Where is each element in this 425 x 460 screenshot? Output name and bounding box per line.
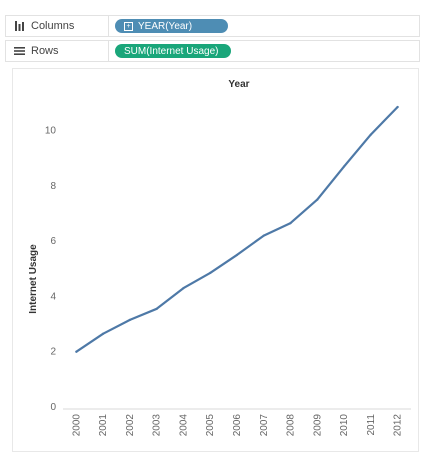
internet-usage-pill-label: SUM(Internet Usage)	[124, 45, 219, 57]
columns-icon	[12, 21, 26, 31]
line-chart: Year Internet Usage 0 2 4 6 8 10 2000 2001 2002 200…	[28, 79, 411, 437]
x-tick-label: 2003	[152, 414, 163, 437]
y-tick-label: 10	[45, 125, 57, 136]
data-point	[235, 253, 239, 257]
y-tick-label: 4	[50, 291, 56, 302]
y-tick-label: 0	[50, 402, 56, 413]
data-point	[209, 271, 212, 274]
data-point	[75, 350, 78, 353]
y-tick-label: 8	[50, 181, 56, 192]
data-point	[102, 332, 105, 335]
x-tick-label: 2009	[312, 414, 323, 437]
data-point	[289, 222, 292, 225]
columns-shelf-label: Columns	[6, 16, 109, 36]
x-tick-label: 2010	[339, 414, 350, 437]
rows-icon	[12, 46, 26, 56]
chart-area: Year Internet Usage 0 2 4 6 8 10 2000 2001 2002 200…	[12, 68, 419, 452]
data-point	[182, 286, 185, 290]
x-tick-label: 2011	[366, 414, 377, 436]
data-point	[342, 165, 346, 168]
rows-label-text: Rows	[31, 45, 59, 57]
x-tick-label: 2000	[71, 414, 82, 437]
series-line	[75, 105, 399, 353]
y-axis-label: Internet Usage	[28, 244, 39, 314]
x-tick-label: 2006	[232, 414, 243, 437]
x-tick-label: 2007	[259, 414, 270, 437]
x-tick-label: 2002	[125, 414, 136, 437]
data-point	[262, 234, 265, 237]
x-tick-label: 2008	[286, 414, 297, 437]
chart-title: Year	[228, 79, 249, 90]
x-tick-label: 2004	[178, 414, 189, 437]
data-point	[316, 198, 319, 201]
data-point	[128, 318, 132, 321]
columns-shelf: Columns + YEAR(Year)	[5, 15, 420, 37]
internet-usage-pill[interactable]: SUM(Internet Usage)	[115, 44, 231, 58]
rows-shelf-label: Rows	[6, 41, 109, 61]
columns-label-text: Columns	[31, 20, 75, 32]
rows-shelf: Rows SUM(Internet Usage)	[5, 40, 420, 62]
x-tick-label: 2005	[205, 414, 216, 437]
year-pill[interactable]: + YEAR(Year)	[115, 19, 228, 33]
year-pill-label: YEAR(Year)	[138, 20, 193, 32]
data-point	[369, 133, 372, 136]
y-tick-label: 2	[50, 347, 56, 358]
data-point	[396, 105, 399, 109]
data-point	[155, 307, 158, 310]
y-tick-label: 6	[50, 236, 56, 247]
x-tick-label: 2001	[98, 414, 109, 437]
expand-plus-icon[interactable]: +	[124, 21, 133, 31]
x-tick-label: 2012	[393, 414, 404, 437]
